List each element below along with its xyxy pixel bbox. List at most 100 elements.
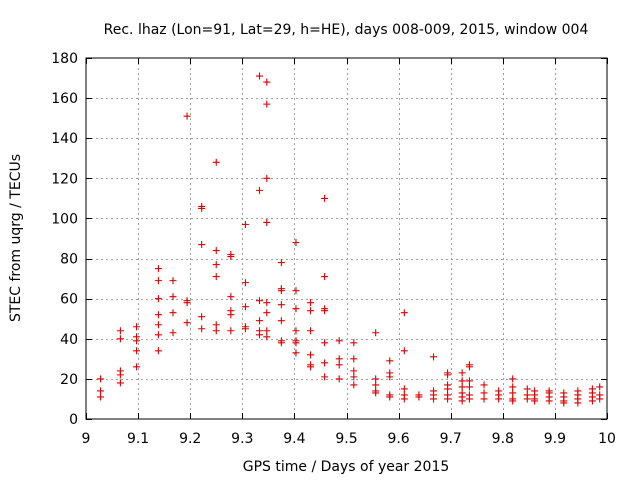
- data-point: [169, 309, 177, 317]
- data-point: [133, 337, 141, 345]
- data-point: [263, 327, 271, 335]
- data-point: [154, 347, 162, 355]
- data-point: [545, 397, 553, 405]
- data-point: [307, 299, 315, 307]
- data-point: [133, 363, 141, 371]
- data-point: [335, 337, 343, 345]
- data-point: [183, 112, 191, 120]
- data-point: [350, 355, 358, 363]
- data-point: [198, 204, 206, 212]
- data-point: [255, 297, 263, 305]
- data-point: [444, 385, 452, 393]
- data-point: [444, 371, 452, 379]
- data-point: [386, 393, 394, 401]
- data-point: [212, 158, 220, 166]
- data-point: [263, 78, 271, 86]
- y-tick-labels: 0 20 40 60 80 100 120 140 160 180: [51, 51, 78, 428]
- data-point: [386, 357, 394, 365]
- data-point: [307, 307, 315, 315]
- data-point: [560, 399, 568, 407]
- data-point: [430, 395, 438, 403]
- data-point: [97, 393, 105, 401]
- x-tick-label: 9: [82, 431, 91, 447]
- data-point: [480, 389, 488, 397]
- data-point: [116, 371, 124, 379]
- data-point: [169, 329, 177, 337]
- data-point: [212, 261, 220, 269]
- data-point: [97, 375, 105, 383]
- data-point: [212, 247, 220, 255]
- data-point: [198, 241, 206, 249]
- x-tick-label: 9.2: [179, 431, 201, 447]
- x-tick-labels: 9 9.1 9.2 9.3 9.4 9.5 9.6 9.7 9.8 9.9 10: [82, 431, 616, 447]
- data-point: [263, 100, 271, 108]
- data-point: [372, 389, 380, 397]
- x-tick-label: 9.6: [387, 431, 409, 447]
- data-point: [531, 397, 539, 405]
- data-point: [263, 333, 271, 341]
- y-tick-label: 120: [51, 171, 78, 187]
- data-point: [335, 375, 343, 383]
- y-axis-label: STEC from uqrg / TECUs: [8, 154, 24, 322]
- data-point: [133, 347, 141, 355]
- data-point: [116, 379, 124, 387]
- data-point: [509, 389, 517, 397]
- data-point: [596, 383, 604, 391]
- data-point: [321, 339, 329, 347]
- data-point: [458, 377, 466, 385]
- data-point: [588, 397, 596, 405]
- data-point: [292, 339, 300, 347]
- data-point: [574, 399, 582, 407]
- data-point: [350, 381, 358, 389]
- data-point: [458, 383, 466, 391]
- data-point: [458, 369, 466, 377]
- data-point: [116, 327, 124, 335]
- data-point: [255, 317, 263, 325]
- data-point: [321, 307, 329, 315]
- data-point: [292, 327, 300, 335]
- data-point: [321, 359, 329, 367]
- data-point: [292, 349, 300, 357]
- data-point: [480, 381, 488, 389]
- data-point: [241, 279, 249, 287]
- data-point: [495, 395, 503, 403]
- data-point: [321, 273, 329, 281]
- data-point: [350, 373, 358, 381]
- data-point: [154, 321, 162, 329]
- data-point: [386, 373, 394, 381]
- data-point: [154, 277, 162, 285]
- x-tick-label: 9.5: [335, 431, 357, 447]
- x-tick-label: 9.1: [127, 431, 149, 447]
- data-point: [183, 319, 191, 327]
- data-point: [307, 363, 315, 371]
- data-point: [133, 323, 141, 331]
- data-point: [400, 395, 408, 403]
- data-point: [465, 383, 473, 391]
- data-point: [430, 353, 438, 361]
- data-point: [227, 253, 235, 261]
- data-points: [97, 72, 604, 407]
- data-point: [335, 355, 343, 363]
- data-point: [169, 277, 177, 285]
- data-point: [183, 299, 191, 307]
- x-tick-label: 9.4: [283, 431, 305, 447]
- data-point: [154, 311, 162, 319]
- y-tick-label: 60: [60, 292, 78, 308]
- data-point: [277, 287, 285, 295]
- data-point: [321, 373, 329, 381]
- y-tick-label: 80: [60, 252, 78, 268]
- data-point: [596, 395, 604, 403]
- data-point: [372, 375, 380, 383]
- data-point: [372, 381, 380, 389]
- data-point: [277, 339, 285, 347]
- data-point: [198, 313, 206, 321]
- data-point: [509, 375, 517, 383]
- data-point: [255, 72, 263, 80]
- data-point: [277, 301, 285, 309]
- data-point: [400, 347, 408, 355]
- data-point: [255, 186, 263, 194]
- data-point: [465, 377, 473, 385]
- data-point: [212, 273, 220, 281]
